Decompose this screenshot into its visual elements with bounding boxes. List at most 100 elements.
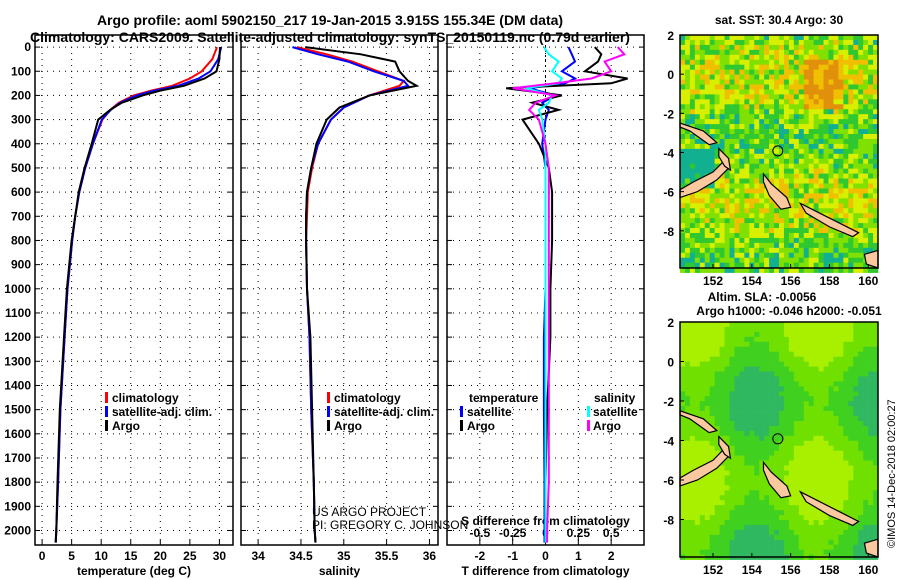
map-cell xyxy=(769,203,775,209)
map-cell xyxy=(828,539,834,546)
map-cell xyxy=(793,500,800,506)
map-cell xyxy=(873,515,879,521)
map-cell xyxy=(833,237,839,244)
map-cell xyxy=(754,89,760,95)
map-cell xyxy=(714,252,720,259)
map-cell xyxy=(714,396,720,402)
map-cell xyxy=(734,326,740,333)
map-cell xyxy=(813,346,819,352)
map-cell xyxy=(709,218,715,224)
map-cell xyxy=(858,376,864,382)
map-cell xyxy=(863,322,869,328)
map-cell xyxy=(848,396,854,402)
map-cell xyxy=(783,262,790,268)
map-cell xyxy=(783,148,790,155)
map-cell xyxy=(689,69,696,75)
map-cell xyxy=(858,59,864,65)
map-cell xyxy=(734,173,740,179)
map-cell xyxy=(694,524,701,531)
map-cell xyxy=(739,129,745,135)
map-cell xyxy=(714,218,720,224)
map-cell xyxy=(803,391,809,397)
map-frame xyxy=(679,34,879,269)
map-cell xyxy=(714,114,720,120)
map-cell xyxy=(764,440,770,447)
map-cell xyxy=(803,490,809,496)
map-cell xyxy=(823,534,829,541)
map-cell xyxy=(724,134,730,140)
map-cell xyxy=(818,74,824,80)
map-cell xyxy=(863,188,869,194)
map-cell xyxy=(734,193,740,199)
map-cell xyxy=(783,539,790,546)
map-cell xyxy=(749,267,755,273)
map-cell xyxy=(779,109,785,115)
map-cell xyxy=(680,510,686,516)
map-cell xyxy=(749,510,755,516)
map-cell xyxy=(853,168,859,174)
map-cell xyxy=(858,213,864,219)
map-cell xyxy=(759,64,765,70)
map-cell xyxy=(744,460,750,466)
map-cell xyxy=(689,455,696,461)
map-cell xyxy=(699,490,706,496)
map-cell xyxy=(818,89,824,95)
map-cell xyxy=(699,500,706,506)
map-cell xyxy=(729,89,735,95)
map-cell xyxy=(754,470,760,476)
map-cell xyxy=(724,188,730,194)
map-cell xyxy=(783,99,790,105)
map-cell xyxy=(798,119,805,125)
map-cell xyxy=(774,421,780,427)
map-cell xyxy=(749,480,755,486)
map-cell xyxy=(729,421,735,427)
map-cell xyxy=(863,44,869,51)
map-cell xyxy=(863,480,869,486)
map-cell xyxy=(680,331,686,338)
map-cell xyxy=(863,129,869,135)
map-cell xyxy=(808,237,814,244)
map-cell xyxy=(823,371,829,377)
map-cell xyxy=(853,534,859,541)
map-cell xyxy=(749,49,755,56)
map-cell xyxy=(719,391,725,397)
map-cell xyxy=(823,69,829,75)
map-cell xyxy=(798,549,805,555)
map-cell xyxy=(783,341,790,348)
map-cell xyxy=(769,361,775,367)
map-cell xyxy=(788,143,795,150)
map-cell xyxy=(714,524,720,531)
map-cell xyxy=(833,346,839,352)
map-cell xyxy=(759,326,765,333)
map-cell xyxy=(749,539,755,546)
map-cell xyxy=(699,336,706,343)
map-cell xyxy=(739,406,745,412)
map-cell xyxy=(783,470,790,476)
map-cell xyxy=(863,475,869,481)
map-cell xyxy=(734,124,740,130)
map-cell xyxy=(714,391,720,397)
map-cell xyxy=(724,242,730,249)
map-cell xyxy=(680,208,686,214)
map-cell xyxy=(808,326,814,333)
map-cell xyxy=(724,99,730,105)
map-cell xyxy=(719,544,725,550)
map-cell xyxy=(680,163,686,169)
map-cell xyxy=(813,158,819,164)
map-cell xyxy=(779,440,785,447)
map-cell xyxy=(719,421,725,427)
map-cell xyxy=(783,544,790,550)
map-cell xyxy=(689,356,696,362)
map-cell xyxy=(714,549,720,555)
map-cell xyxy=(729,247,735,254)
map-cell xyxy=(803,425,809,432)
map-cell xyxy=(873,173,879,179)
map-cell xyxy=(734,143,740,150)
map-cell xyxy=(779,84,785,90)
map-cell xyxy=(848,129,854,135)
map-cell xyxy=(853,213,859,219)
legend-label: Argo xyxy=(112,419,140,433)
map-cell xyxy=(759,104,765,110)
map-cell xyxy=(729,153,735,160)
map-cell xyxy=(749,396,755,402)
